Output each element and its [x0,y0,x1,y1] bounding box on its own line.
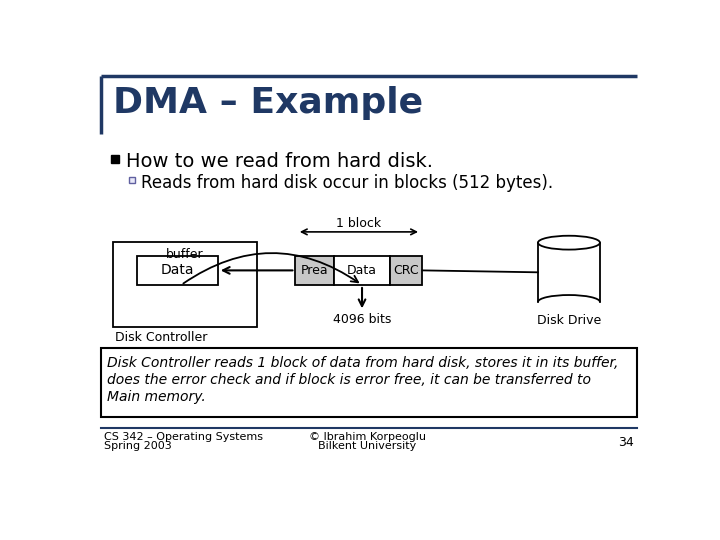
Text: Main memory.: Main memory. [107,390,206,404]
Bar [390,256,423,285]
Text: 34: 34 [618,436,634,449]
Bar [129,177,135,184]
Bar [111,155,119,163]
Bar [113,242,256,327]
Text: CS 342 – Operating Systems: CS 342 – Operating Systems [104,432,263,442]
Text: buffer: buffer [166,248,204,261]
Text: 4096 bits: 4096 bits [333,313,391,326]
Text: Disk Drive: Disk Drive [537,314,601,327]
Ellipse shape [538,236,600,249]
Bar [334,256,390,285]
Text: Disk Controller reads 1 block of data from hard disk, stores it in its buffer,: Disk Controller reads 1 block of data fr… [107,356,618,370]
Bar [101,348,637,417]
Text: Data: Data [347,264,377,277]
Text: Data: Data [161,264,194,278]
Bar [137,256,218,285]
Text: © Ibrahim Korpeoglu: © Ibrahim Korpeoglu [309,432,426,442]
Text: does the error check and if block is error free, it can be transferred to: does the error check and if block is err… [107,373,591,387]
Text: How to we read from hard disk.: How to we read from hard disk. [126,152,433,171]
Bar [295,256,334,285]
Text: Reads from hard disk occur in blocks (512 bytes).: Reads from hard disk occur in blocks (51… [141,174,553,192]
Text: Bilkent University: Bilkent University [318,441,417,451]
Text: 1 block: 1 block [336,217,382,230]
Text: DMA – Example: DMA – Example [113,86,423,120]
Text: Prea: Prea [301,264,328,277]
Text: Spring 2003: Spring 2003 [104,441,171,451]
Text: CRC: CRC [393,264,419,277]
Text: Disk Controller: Disk Controller [114,331,207,344]
